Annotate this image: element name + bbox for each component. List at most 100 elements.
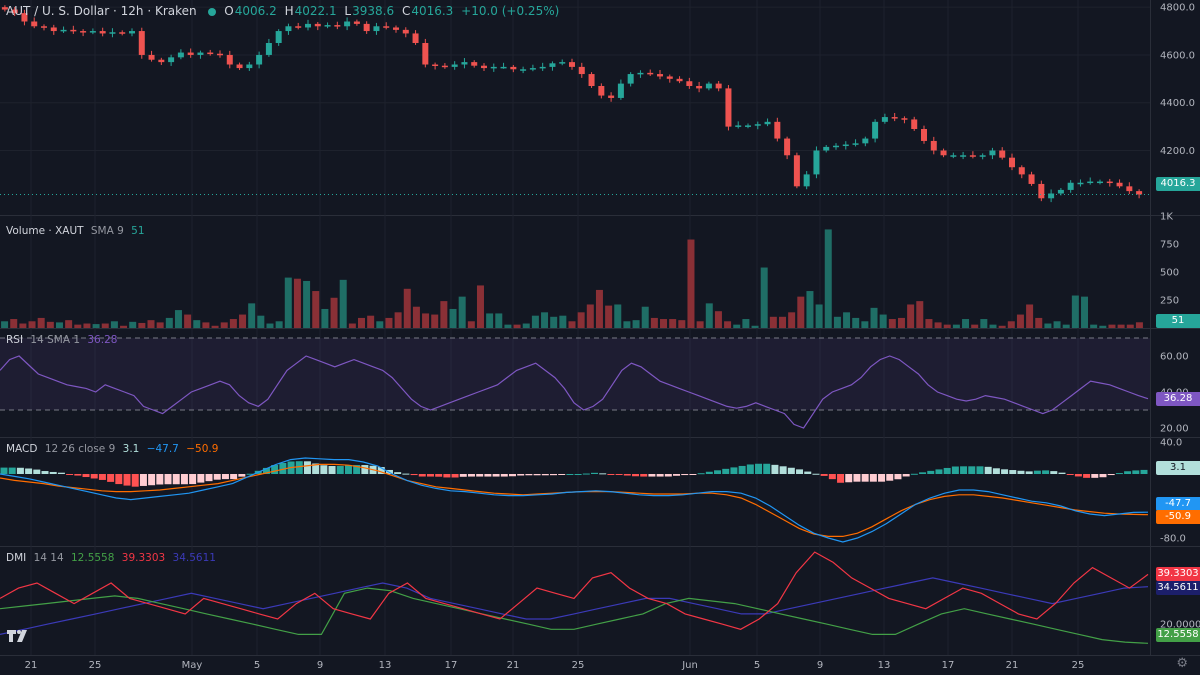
volume-bar [980,319,988,328]
candle-body [930,140,937,151]
signal-price-label: -50.9 [1156,510,1200,524]
macd-histogram-bar [123,474,131,486]
volume-bar [275,321,283,328]
macd-hist-value: 3.1 [122,443,140,455]
volume-bar [541,312,549,328]
volume-legend[interactable]: Volume · XAUT SMA 9 51 [6,225,149,237]
date-tick-label: 9 [817,660,823,671]
volume-bar [174,310,182,328]
macd-histogram-bar [435,474,443,477]
volume-bar [229,319,237,328]
symbol-legend[interactable]: AUT / U. S. Dollar · 12h · Kraken O4006.… [6,4,563,18]
macd-signal-value: −50.9 [186,443,219,455]
volume-bar [92,324,100,328]
macd-histogram-bar [180,474,188,485]
macd-legend[interactable]: MACD 12 26 close 9 3.1 −47.7 −50.9 [6,443,222,455]
volume-bar [46,321,54,328]
macd-histogram-bar [771,464,779,474]
macd-line-value: −47.7 [146,443,179,455]
symbol-title[interactable]: AUT / U. S. Dollar · 12h · Kraken [6,4,197,18]
macd-histogram-bar [1107,474,1115,476]
macd-histogram-bar [738,465,746,474]
candle-body [275,31,282,43]
macd-histogram-bar [164,474,172,485]
volume-bar [385,317,393,328]
volume-bar [65,320,73,328]
candle-body [862,138,869,144]
macd-histogram-bar [500,474,508,477]
macd-histogram-bar [426,474,434,477]
macd-histogram-bar [238,474,246,477]
close-label: C [401,4,411,18]
volume-bar [660,319,668,328]
volume-bar [1135,322,1143,328]
volume-bar [293,278,301,328]
candle-body [764,121,771,125]
dmi-plus-price-label: 39.3303 [1156,567,1200,581]
volume-bar [129,321,137,328]
tradingview-logo-icon[interactable] [6,628,30,648]
macd-histogram-bar [607,474,615,475]
dmi-legend[interactable]: DMI 14 14 12.5558 39.3303 34.5611 [6,552,220,564]
candle-body [745,125,751,127]
candle-body [705,83,712,89]
candle-body [305,23,311,28]
candle-body [979,155,986,157]
candle-body [549,63,556,67]
macd-histogram-bar [82,474,90,478]
macd-histogram-bar [443,474,451,478]
macd-histogram-bar [312,463,320,474]
candle-body [520,69,527,71]
candle-body [109,32,116,34]
rsi-params: 14 SMA 1 [30,334,81,346]
macd-histogram-bar [353,465,361,474]
macd-histogram-bar [894,474,902,480]
candle-body [402,29,409,34]
macd-histogram-bar [582,473,590,475]
macd-histogram-bar [1140,469,1148,474]
macd-name: MACD [6,443,38,455]
candle-body [481,65,487,69]
gear-icon[interactable]: ⚙ [1176,656,1188,671]
dmi-plus-value: 39.3303 [121,552,166,564]
volume-bar [696,321,704,328]
volume-bar [742,319,750,328]
macd-histogram-bar [755,463,763,474]
candle-body [872,121,879,139]
rsi-band [0,338,1150,410]
candle-body [158,59,165,63]
rsi-line [0,355,1149,429]
macd-histogram-bar [714,470,722,474]
candle-body [500,66,507,69]
candle-body [129,31,135,34]
candle-body [383,26,390,28]
volume-bar [522,323,530,328]
volume-bar [943,324,951,328]
candle-body [793,155,800,187]
macd-histogram-bar [1033,470,1041,474]
date-tick-label: 5 [754,660,760,671]
rsi-tick-label: 20.00 [1160,424,1189,435]
candle-body [21,13,28,22]
volume-tick-label: 750 [1160,240,1179,251]
candle-body [1126,186,1133,192]
volume-bar [897,317,905,328]
date-tick-label: Jun [681,660,698,671]
volume-bar [147,320,155,328]
macd-histogram-bar [1058,472,1066,474]
volume-bar [1090,324,1098,328]
volume-bar [733,324,741,328]
macd-histogram-bar [476,474,484,477]
candle-body [324,25,331,27]
macd-histogram-bar [1017,470,1025,474]
rsi-name: RSI [6,334,24,346]
date-tick-label: 21 [507,660,520,671]
volume-bar [1044,323,1052,328]
macd-histogram-bar [295,461,303,474]
rsi-legend[interactable]: RSI 14 SMA 1 36.28 [6,334,121,346]
volume-bar [714,311,722,328]
candle-body [510,66,517,70]
macd-histogram-bar [418,474,426,477]
